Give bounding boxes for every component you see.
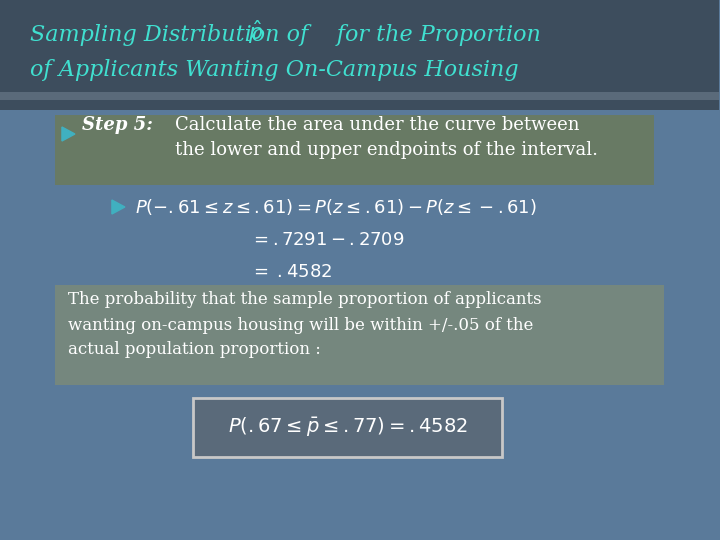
Text: $= .7291 - .2709$: $= .7291 - .2709$ — [250, 231, 405, 249]
Text: $\hat{p}$: $\hat{p}$ — [248, 18, 263, 46]
Text: $P(.67 \leq \bar{p} \leq .77) = .4582$: $P(.67 \leq \bar{p} \leq .77) = .4582$ — [228, 415, 468, 438]
FancyBboxPatch shape — [55, 285, 665, 385]
Text: Sampling Distribution of    for the Proportion: Sampling Distribution of for the Proport… — [30, 24, 541, 46]
Text: The probability that the sample proportion of applicants: The probability that the sample proporti… — [68, 292, 541, 308]
FancyBboxPatch shape — [55, 115, 654, 185]
Polygon shape — [62, 127, 75, 141]
FancyBboxPatch shape — [193, 398, 502, 457]
Text: $P(-.61 \leq z \leq .61) = P(z \leq .61) - P(z \leq -.61)$: $P(-.61 \leq z \leq .61) = P(z \leq .61)… — [135, 197, 536, 217]
Polygon shape — [112, 200, 125, 214]
Text: the lower and upper endpoints of the interval.: the lower and upper endpoints of the int… — [175, 141, 598, 159]
FancyBboxPatch shape — [0, 0, 719, 110]
Text: Calculate the area under the curve between: Calculate the area under the curve betwe… — [175, 116, 580, 134]
Text: $= \; .4582$: $= \; .4582$ — [250, 263, 332, 281]
Text: wanting on-campus housing will be within +/-.05 of the: wanting on-campus housing will be within… — [68, 316, 534, 334]
Text: of Applicants Wanting On-Campus Housing: of Applicants Wanting On-Campus Housing — [30, 59, 518, 81]
Text: Step 5:: Step 5: — [82, 116, 153, 134]
Text: actual population proportion :: actual population proportion : — [68, 341, 321, 359]
FancyBboxPatch shape — [0, 92, 719, 100]
